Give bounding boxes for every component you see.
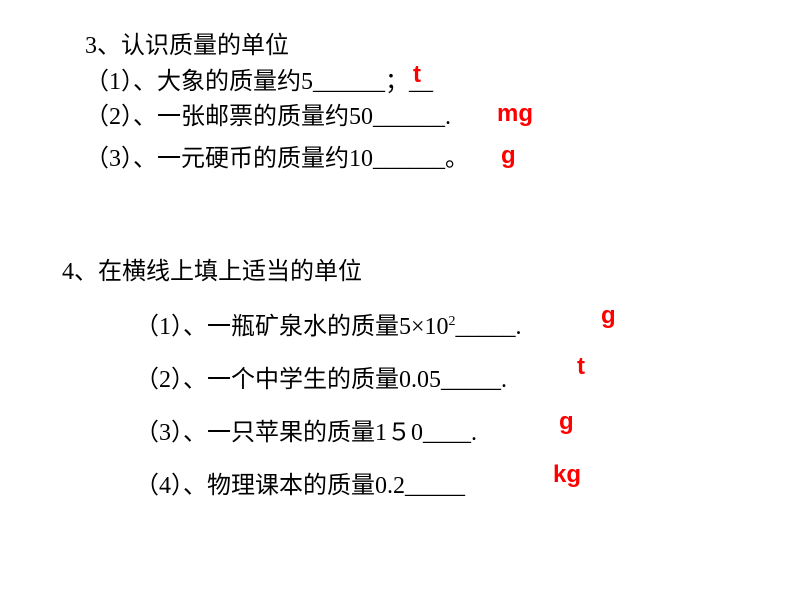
q4-2-answer: t <box>577 353 585 381</box>
q4-2-text: （2）、一个中学生的质量0.05_____. <box>135 367 507 393</box>
q4-3-answer: g <box>559 408 574 436</box>
q4-1-sup: 2 <box>449 314 456 329</box>
section4-title-text: 4、在横线上填上适当的单位 <box>62 259 362 285</box>
section4-item-3: （3）、一只苹果的质量1５0____. g <box>135 412 794 447</box>
q4-1-blank: _____ <box>456 314 516 340</box>
q3-1-blank: ______ <box>313 69 385 95</box>
section4-item-1: （1）、一瓶矿泉水的质量5×102_____. g <box>135 306 794 341</box>
q3-2-text: （2）、一张邮票的质量约50______. <box>85 104 451 130</box>
q4-3-after: . <box>471 420 477 446</box>
q4-2-before: （2）、一个中学生的质量0.05 <box>135 367 441 393</box>
q4-4-blank: _____ <box>405 473 465 499</box>
q3-3-text: （3）、一元硬币的质量约10______。 <box>85 146 469 172</box>
q4-4-text: （4）、物理课本的质量0.2_____ <box>135 473 465 499</box>
section4-items-container: （1）、一瓶矿泉水的质量5×102_____. g （2）、一个中学生的质量0.… <box>0 306 794 500</box>
q4-3-text: （3）、一只苹果的质量1５0____. <box>135 420 477 446</box>
q4-4-before: （4）、物理课本的质量0.2 <box>135 473 405 499</box>
q3-2-answer: mg <box>497 97 533 131</box>
section4-container: 4、在横线上填上适当的单位 <box>0 251 794 286</box>
q3-2-before: （2）、一张邮票的质量约50 <box>85 104 373 130</box>
q3-3-blank: ______ <box>373 146 445 172</box>
q3-1-answer: t <box>413 58 421 92</box>
section3-title-text: 3、认识质量的单位 <box>85 33 289 59</box>
section3-title: 3、认识质量的单位 <box>85 30 794 64</box>
q3-1-before: （1）、大象的质量约5 <box>85 69 313 95</box>
q3-2-blank: ______ <box>373 104 445 130</box>
section3-item-2: （2）、一张邮票的质量约50______. mg <box>85 101 794 135</box>
q3-2-after: . <box>445 104 451 130</box>
section4-item-4: （4）、物理课本的质量0.2_____ kg <box>135 465 794 500</box>
q3-1-text: （1）、大象的质量约5______；__ <box>85 69 433 95</box>
section4-title: 4、在横线上填上适当的单位 <box>62 251 794 286</box>
q4-4-answer: kg <box>553 461 581 489</box>
q3-1-after: ；__ <box>385 69 433 95</box>
q3-3-answer: g <box>501 139 516 173</box>
q4-2-after: . <box>501 367 507 393</box>
q4-1-answer: g <box>601 302 616 330</box>
q4-1-text: （1）、一瓶矿泉水的质量5×102_____. <box>135 314 522 340</box>
document-content: 3、认识质量的单位 （1）、大象的质量约5______；__ t （2）、一张邮… <box>0 0 794 176</box>
q4-3-before: （3）、一只苹果的质量1５0 <box>135 420 423 446</box>
section4-item-2: （2）、一个中学生的质量0.05_____. t <box>135 359 794 394</box>
section3-item-1: （1）、大象的质量约5______；__ t <box>85 66 794 100</box>
q4-3-blank: ____ <box>423 420 471 446</box>
q4-1-after: . <box>516 314 522 340</box>
q3-3-after: 。 <box>445 146 469 172</box>
q4-1-before: （1）、一瓶矿泉水的质量5×10 <box>135 314 449 340</box>
q3-3-before: （3）、一元硬币的质量约10 <box>85 146 373 172</box>
section3-item-3: （3）、一元硬币的质量约10______。 g <box>85 143 794 177</box>
q4-2-blank: _____ <box>441 367 501 393</box>
